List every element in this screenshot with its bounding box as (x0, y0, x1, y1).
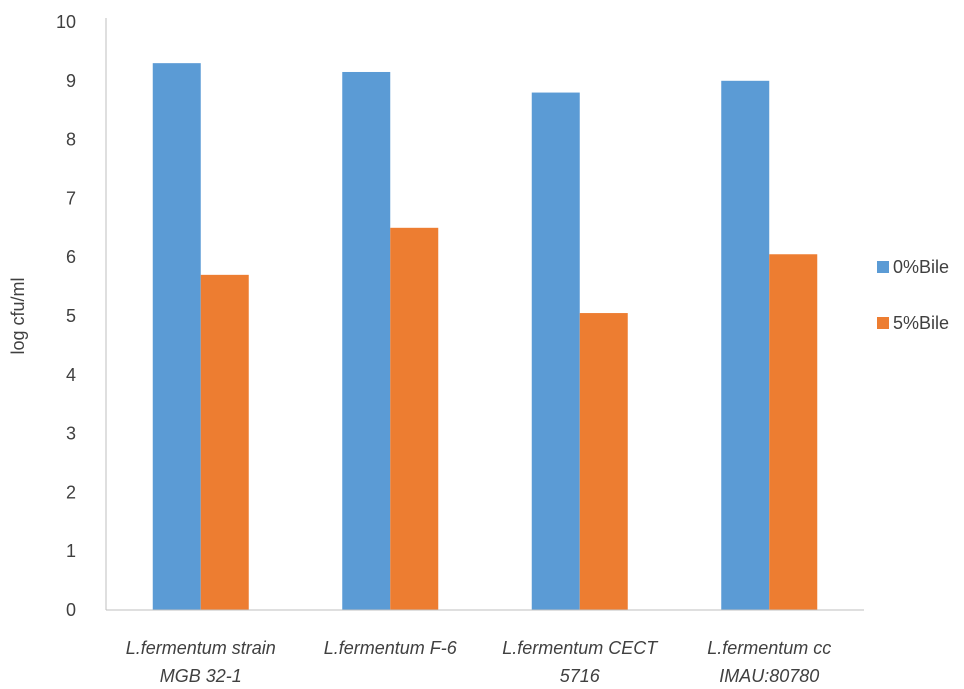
category-label: L.fermentum cc (707, 638, 831, 658)
bar-5-bile (769, 254, 818, 610)
category-labels: L.fermentum strain MGB 32-1 L.fermentum F-… (126, 638, 832, 686)
y-tick-label: 8 (66, 130, 76, 150)
y-tick-label: 9 (66, 71, 76, 91)
bar-0-bile (531, 92, 580, 610)
y-tick-label: 5 (66, 306, 76, 326)
legend-swatch (877, 317, 889, 329)
bars (152, 63, 818, 611)
category-label: MGB 32-1 (160, 666, 242, 686)
y-tick-label: 4 (66, 365, 76, 385)
bar-5-bile (579, 313, 628, 610)
y-tick-labels: 0 1 2 3 4 5 6 7 8 9 10 (56, 12, 76, 620)
bar-0-bile (721, 80, 770, 611)
y-tick-label: 0 (66, 600, 76, 620)
category-label: 5716 (560, 666, 601, 686)
bar-5-bile (390, 227, 439, 611)
y-tick-label: 3 (66, 424, 76, 444)
legend: 0%Bile 5%Bile (877, 257, 949, 333)
y-tick-label: 1 (66, 541, 76, 561)
y-tick-label: 2 (66, 482, 76, 502)
y-axis-title: log cfu/ml (8, 277, 28, 354)
y-tick-label: 7 (66, 188, 76, 208)
y-tick-label: 6 (66, 247, 76, 267)
category-label: IMAU:80780 (719, 666, 819, 686)
category-label: L.fermentum CECT (502, 638, 659, 658)
category-label: L.fermentum F-6 (324, 638, 458, 658)
bar-0-bile (342, 71, 391, 611)
legend-label: 0%Bile (893, 257, 949, 277)
legend-label: 5%Bile (893, 313, 949, 333)
bar-5-bile (200, 274, 249, 610)
bar-0-bile (152, 63, 201, 611)
legend-swatch (877, 261, 889, 273)
y-tick-label: 10 (56, 12, 76, 32)
category-label: L.fermentum strain (126, 638, 276, 658)
